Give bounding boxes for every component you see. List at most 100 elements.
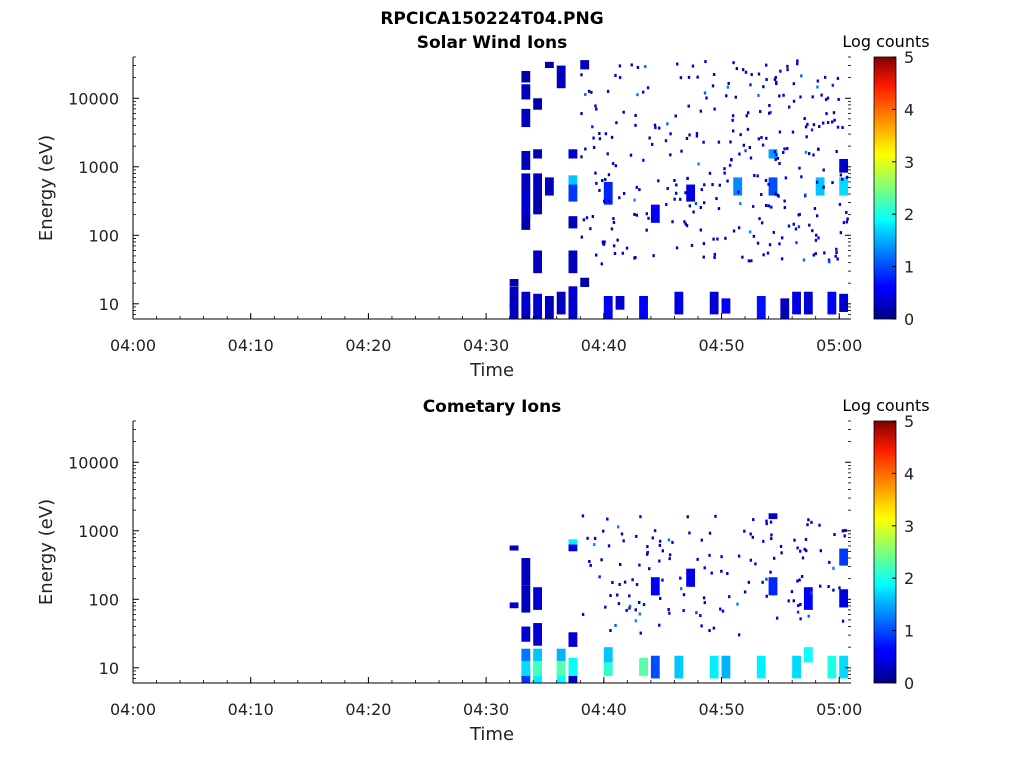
heat-speck [679, 576, 682, 580]
heat-speck [743, 529, 746, 533]
heat-cell [521, 626, 531, 642]
heat-speck [603, 199, 606, 203]
heat-cell [509, 545, 519, 551]
y-tick-label: 1000 [78, 522, 119, 541]
heat-speck [614, 73, 617, 77]
heat-speck [594, 253, 598, 257]
heat-speck [761, 580, 764, 584]
heat-speck [658, 539, 662, 543]
heat-speck [791, 130, 795, 134]
heat-speck [600, 558, 603, 562]
heat-speck [713, 255, 716, 259]
heat-speck [725, 94, 728, 98]
heat-cell [839, 589, 849, 608]
heat-speck [830, 120, 834, 124]
heat-speck [654, 126, 657, 130]
heat-speck [690, 243, 694, 247]
heat-speck [808, 223, 811, 227]
heat-speck [819, 549, 822, 553]
heat-speck [648, 136, 651, 140]
heat-speck [767, 182, 770, 186]
heat-speck [836, 257, 839, 261]
heat-speck [731, 114, 735, 118]
heat-speck [749, 558, 753, 562]
heat-cell [568, 544, 578, 552]
colorbar: Log counts 0 1 2 3 4 5 [842, 32, 929, 329]
heat-speck [684, 191, 687, 195]
heat-speck [606, 152, 609, 156]
heat-speck [635, 583, 639, 587]
heat-speck [820, 93, 823, 97]
heat-cell [803, 291, 813, 315]
heat-speck [782, 151, 785, 155]
heat-speck [784, 176, 788, 180]
heat-speck [777, 194, 780, 198]
heat-cell [815, 177, 825, 196]
heat-speck [644, 65, 647, 69]
heat-speck [757, 93, 760, 97]
heat-speck [628, 604, 632, 608]
heat-speck [587, 89, 591, 93]
heat-speck [606, 517, 609, 521]
heat-speck [812, 253, 815, 257]
heat-speck [708, 531, 712, 535]
heat-speck [770, 533, 773, 537]
heat-speck [775, 80, 778, 84]
heat-cell [533, 149, 543, 159]
heat-speck [671, 220, 674, 224]
heat-speck [713, 107, 716, 111]
heat-cell [568, 250, 578, 274]
heat-speck [603, 240, 606, 244]
colorbar-tick-label: 3 [904, 517, 914, 536]
heat-speck [835, 251, 838, 255]
heat-speck [767, 204, 770, 208]
heat-speck [762, 253, 765, 257]
heat-speck [821, 121, 825, 125]
heat-speck [582, 218, 586, 222]
heat-speck [779, 544, 783, 548]
heat-speck [591, 215, 595, 219]
heat-speck [636, 93, 639, 97]
heat-cell [509, 602, 519, 609]
heat-speck [625, 246, 629, 250]
heat-speck [762, 539, 765, 543]
heat-speck [598, 188, 601, 192]
heat-cell [509, 279, 519, 286]
heat-speck [679, 76, 683, 80]
heat-cell [839, 655, 849, 679]
heat-speck [800, 74, 803, 78]
heat-speck [690, 198, 694, 202]
heat-speck [840, 177, 844, 181]
heat-speck [614, 164, 618, 168]
colorbar-tick-label: 0 [904, 674, 914, 693]
heat-cell [556, 657, 566, 676]
heat-speck [728, 163, 732, 167]
heat-speck [700, 188, 703, 192]
heat-cell [556, 291, 566, 315]
heat-speck [669, 132, 672, 136]
heat-speck [646, 550, 649, 554]
heat-speck [762, 85, 765, 89]
spectrogram-cells [509, 59, 849, 319]
heat-speck [711, 183, 714, 187]
heat-cell [603, 647, 613, 663]
heat-speck [827, 258, 831, 262]
heat-speck [634, 113, 637, 117]
heat-cell [768, 149, 778, 159]
heat-cell [533, 199, 543, 215]
heat-cell [533, 173, 543, 201]
heat-speck [822, 185, 825, 189]
heat-cell [509, 302, 519, 319]
heat-speck [739, 133, 742, 137]
heat-speck [634, 123, 637, 127]
x-tick-label: 04:20 [345, 700, 391, 719]
heat-speck [841, 126, 844, 130]
heat-speck [775, 153, 778, 157]
colorbar-tick-label: 3 [904, 153, 914, 172]
heat-speck [661, 549, 665, 553]
heat-speck [580, 73, 583, 77]
heat-speck [810, 128, 814, 132]
heat-speck [807, 518, 810, 522]
